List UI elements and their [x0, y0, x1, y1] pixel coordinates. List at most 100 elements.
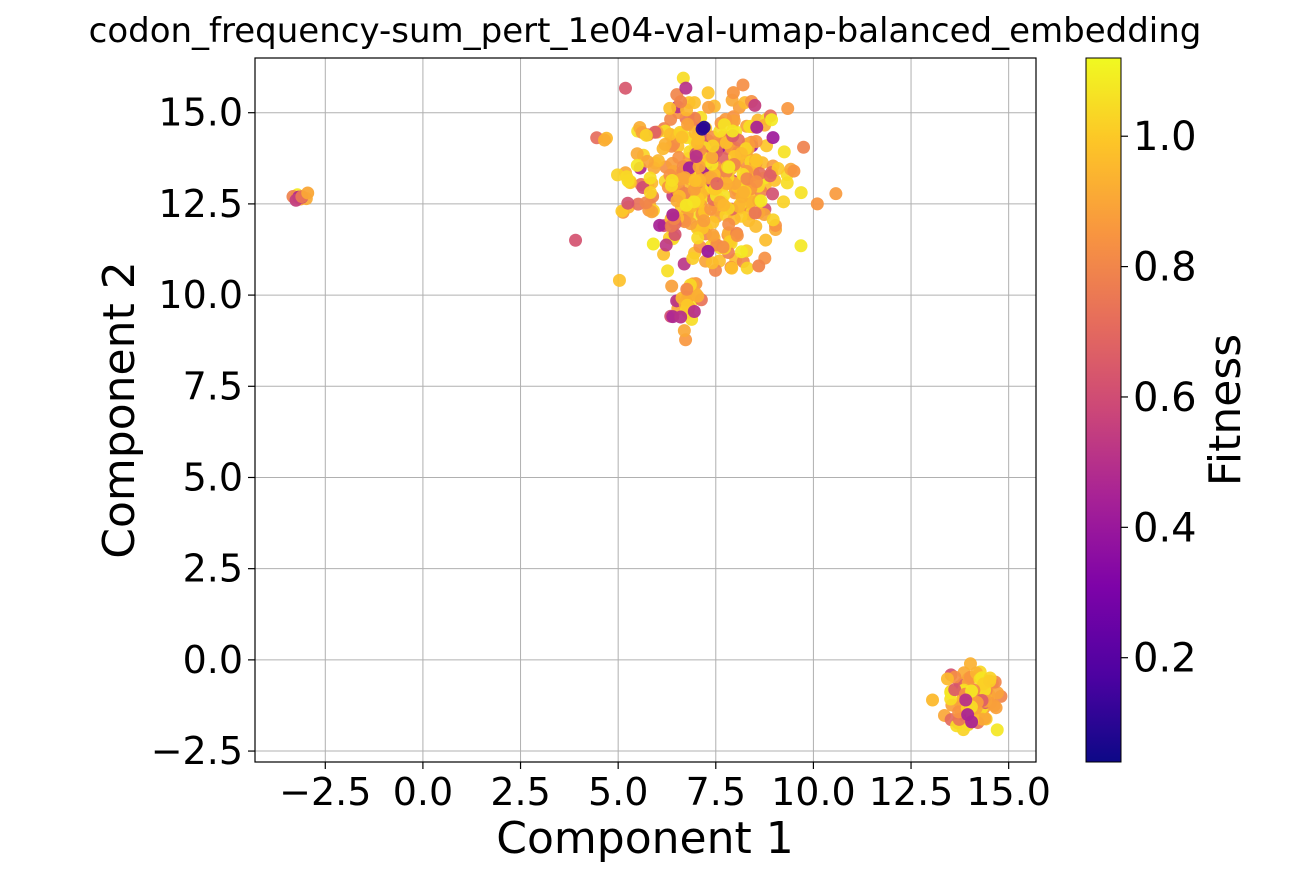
colorbar-tick-label: 0.2: [1133, 636, 1197, 682]
y-tick-label: 7.5: [183, 364, 243, 408]
scatter-point: [691, 289, 705, 303]
y-tick-label: 15.0: [158, 91, 243, 135]
scatter-point: [705, 256, 719, 270]
scatter-point: [686, 251, 700, 265]
y-axis-ticks: −2.5 0.0 2.5 5.0 7.5 10.0 12.5 15.0: [151, 91, 255, 773]
scatter-point: [735, 245, 749, 259]
scatter-point: [618, 81, 632, 95]
scatter-point: [750, 120, 764, 134]
x-tick-label: 10.0: [771, 770, 856, 814]
scatter-point: [959, 693, 973, 707]
scatter-point: [734, 147, 748, 161]
scatter-point: [691, 231, 705, 245]
scatter-point: [749, 134, 763, 148]
y-tick-label: 2.5: [183, 547, 243, 591]
scatter-point: [940, 672, 954, 686]
scatter-point: [766, 131, 780, 145]
scatter-points: [286, 71, 1008, 737]
scatter-point: [301, 186, 315, 200]
chart-title: codon_frequency-sum_pert_1e04-val-umap-b…: [89, 11, 1202, 51]
scatter-point: [661, 264, 675, 278]
scatter-point: [990, 723, 1004, 737]
x-tick-label: −2.5: [279, 770, 371, 814]
scatter-point: [763, 169, 777, 183]
scatter-point: [665, 279, 679, 293]
scatter-point: [665, 173, 679, 187]
scatter-point: [829, 187, 843, 201]
scatter-point: [692, 160, 706, 174]
scatter-point: [702, 100, 716, 114]
scatter-point: [710, 177, 724, 191]
scatter-point: [621, 196, 635, 210]
scatter-point: [716, 240, 730, 254]
scatter-point: [725, 261, 739, 275]
scatter-point: [749, 219, 763, 233]
scatter-point: [750, 154, 764, 168]
scatter-point: [717, 198, 731, 212]
x-tick-label: 0.0: [393, 770, 453, 814]
x-tick-label: 15.0: [966, 770, 1051, 814]
scatter-point: [748, 98, 762, 112]
scatter-point: [677, 324, 691, 338]
scatter-point: [787, 164, 801, 178]
scatter-point: [990, 686, 1004, 700]
scatter-point: [682, 161, 696, 175]
scatter-point: [687, 305, 701, 319]
x-axis-label: Component 1: [496, 813, 793, 864]
scatter-point: [797, 140, 811, 154]
scatter-point: [740, 261, 754, 275]
scatter-point: [658, 137, 672, 151]
scatter-point: [719, 176, 733, 190]
scatter-point: [630, 147, 644, 161]
scatter-point: [781, 101, 795, 115]
scatter-point: [651, 154, 665, 168]
scatter-point: [659, 238, 673, 252]
scatter-point: [679, 81, 693, 95]
y-gridlines: [255, 112, 1036, 752]
scatter-point: [765, 113, 779, 127]
scatter-point: [688, 173, 702, 187]
scatter-point: [766, 187, 780, 201]
x-tick-label: 12.5: [869, 770, 954, 814]
scatter-point: [717, 118, 731, 132]
scatter-point: [706, 139, 720, 153]
scatter-point: [697, 214, 711, 228]
scatter-point: [639, 128, 653, 142]
x-tick-label: 5.0: [588, 770, 648, 814]
scatter-point: [777, 195, 791, 209]
y-tick-label: 5.0: [183, 455, 243, 499]
scatter-point: [794, 239, 808, 253]
y-tick-label: 10.0: [158, 273, 243, 317]
colorbar-tick-label: 0.6: [1133, 375, 1197, 421]
colorbar-tick-label: 0.8: [1133, 245, 1197, 291]
scatter-point: [736, 78, 750, 92]
scatter-point: [752, 259, 766, 273]
scatter-point: [640, 154, 654, 168]
scatter-point: [674, 310, 688, 324]
scatter-point: [780, 176, 794, 190]
scatter-point: [948, 683, 962, 697]
scatter-point: [777, 145, 791, 159]
x-tick-label: 2.5: [490, 770, 550, 814]
scatter-point: [646, 237, 660, 251]
y-tick-label: 0.0: [183, 638, 243, 682]
scatter-point: [759, 233, 773, 247]
scatter-point: [749, 175, 763, 189]
scatter-point: [695, 122, 709, 136]
scatter-point: [663, 101, 677, 115]
scatter-point: [620, 170, 634, 184]
scatter-point: [701, 244, 715, 258]
scatter-point: [794, 186, 808, 200]
scatter-point: [612, 273, 626, 287]
scatter-point: [701, 86, 715, 100]
scatter-point: [722, 217, 736, 231]
scatter-point: [678, 171, 692, 185]
scatter-point: [643, 171, 657, 185]
x-tick-label: 7.5: [686, 770, 746, 814]
scatter-point: [569, 233, 583, 247]
y-tick-label: −2.5: [151, 729, 243, 773]
scatter-point: [597, 133, 611, 147]
scatter-point: [766, 213, 780, 227]
